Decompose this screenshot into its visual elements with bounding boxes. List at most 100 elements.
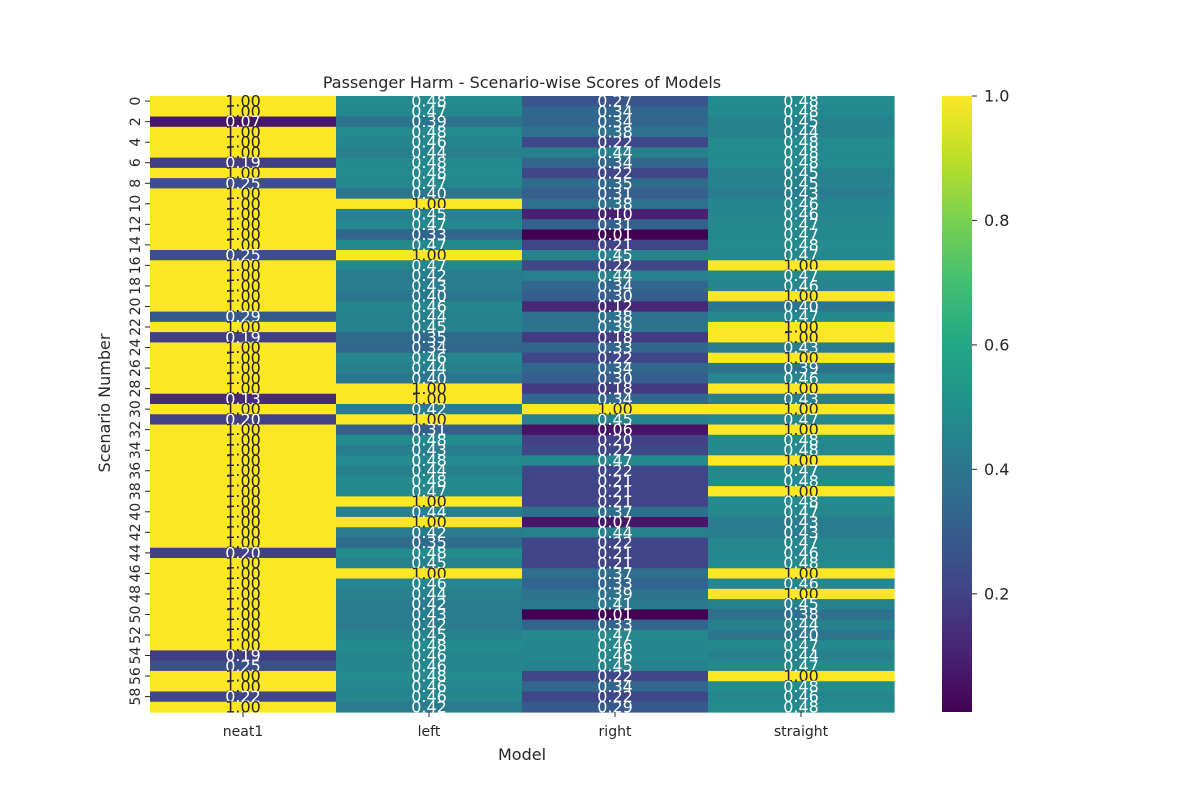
heatmap-cell (708, 178, 895, 189)
x-tick-label: left (418, 724, 441, 740)
heatmap-cell (708, 691, 895, 703)
heatmap-cell (708, 239, 895, 251)
heatmap-cell (336, 670, 523, 682)
cell-value-label: 1.00 (783, 564, 819, 583)
cell-value-label: 0.48 (411, 472, 447, 491)
heatmap-cell (522, 475, 709, 487)
heatmap-cell (336, 516, 523, 528)
cell-value-label: 0.21 (597, 543, 633, 562)
heatmap-cell (150, 301, 337, 313)
heatmap-cell (522, 229, 709, 241)
heatmap-cell (708, 280, 895, 292)
cell-value-label: 1.00 (225, 667, 261, 686)
heatmap-cell (522, 147, 709, 159)
cell-value-label: 0.39 (783, 359, 819, 378)
cell-value-label: 1.00 (225, 102, 261, 121)
heatmap-cell (336, 383, 523, 395)
cell-value-label: 0.46 (411, 574, 447, 593)
heatmap-cell (150, 486, 337, 497)
heatmap-cell (150, 599, 337, 610)
heatmap-cell (150, 691, 337, 703)
heatmap-cell (522, 486, 709, 497)
cell-value-label: 1.00 (225, 513, 261, 532)
heatmap-cell (150, 321, 337, 333)
heatmap-cell (150, 640, 337, 651)
cell-value-label: 0.22 (597, 667, 633, 686)
heatmap-cell (522, 126, 709, 138)
heatmap-cell (522, 270, 709, 282)
cell-value-label: 1.00 (225, 492, 261, 511)
heatmap-cell (522, 650, 709, 662)
cell-value-label: 0.25 (225, 656, 261, 675)
heatmap-cell (522, 219, 709, 231)
heatmap-cell (522, 681, 709, 693)
heatmap-cell (150, 588, 337, 600)
cell-value-label: 0.33 (411, 225, 447, 244)
cell-value-label: 0.45 (783, 112, 819, 131)
cell-value-label: 1.00 (225, 502, 261, 521)
cell-value-label: 1.00 (225, 143, 261, 162)
cell-value-label: 1.00 (783, 256, 819, 275)
heatmap-cell (522, 321, 709, 333)
heatmap-cell (336, 445, 523, 456)
cell-value-label: 0.42 (411, 595, 447, 614)
heatmap-cell (708, 393, 895, 405)
heatmap-cell (336, 147, 523, 159)
cell-value-label: 0.47 (783, 502, 819, 521)
cell-value-label: 1.00 (783, 328, 819, 347)
heatmap-cell (522, 629, 709, 641)
heatmap-cell (708, 301, 895, 313)
heatmap-cell (336, 250, 523, 261)
cell-value-label: 0.45 (411, 205, 447, 224)
cell-value-label: 0.47 (783, 636, 819, 655)
x-axis-ticks: neat1 left right straight (223, 712, 829, 740)
cell-value-label: 0.19 (225, 153, 261, 172)
cell-value-label: 1.00 (225, 379, 261, 398)
cell-value-label: 0.34 (597, 389, 633, 408)
cell-value-label: 0.46 (411, 656, 447, 675)
cell-value-label: 0.21 (597, 554, 633, 573)
heatmap-cell (150, 681, 337, 693)
heatmap-cell (336, 106, 523, 118)
heatmap-cell (336, 701, 523, 713)
cell-value-label: 0.44 (783, 615, 819, 634)
cell-value-label: 1.00 (225, 636, 261, 655)
heatmap-cell (522, 157, 709, 169)
cell-value-label: 0.46 (783, 369, 819, 388)
cell-value-label: 1.00 (783, 420, 819, 439)
cell-value-label: 0.30 (597, 287, 633, 306)
heatmap-cell (522, 198, 709, 210)
heatmap-cell (708, 362, 895, 374)
cell-value-label: 0.46 (783, 687, 819, 706)
cell-value-label: 0.38 (783, 605, 819, 624)
x-axis-label: Model (498, 745, 546, 764)
cell-value-label: 0.48 (411, 430, 447, 449)
heatmap-cell (150, 260, 337, 272)
cell-value-label: 0.43 (411, 276, 447, 295)
y-tick-label: 34 (128, 441, 144, 459)
heatmap-cell (708, 167, 895, 179)
heatmap-cell (522, 558, 709, 569)
cell-value-label: 0.35 (411, 328, 447, 347)
heatmap-cell (522, 701, 709, 713)
heatmap-cell (708, 147, 895, 159)
heatmap-cell (150, 527, 337, 539)
cell-value-label: 0.38 (597, 194, 633, 213)
cell-value-label: 0.44 (411, 584, 447, 603)
cell-value-label: 1.00 (225, 225, 261, 244)
heatmap-cell (336, 506, 523, 518)
heatmap-cell (708, 547, 895, 559)
heatmap-cell (522, 640, 709, 651)
heatmap-cell (522, 311, 709, 323)
heatmap-cell (150, 383, 337, 395)
heatmap-cell (336, 496, 523, 508)
cell-value-label: 0.48 (411, 164, 447, 183)
cell-value-label: 0.47 (783, 307, 819, 326)
cell-value-label: 0.48 (411, 543, 447, 562)
cell-value-label: 0.39 (597, 318, 633, 337)
heatmap-cell (336, 537, 523, 549)
heatmap-cell (708, 619, 895, 631)
heatmap-cell (336, 455, 523, 467)
cell-value-label: 1.00 (411, 513, 447, 532)
cell-value-label: 0.21 (597, 472, 633, 491)
